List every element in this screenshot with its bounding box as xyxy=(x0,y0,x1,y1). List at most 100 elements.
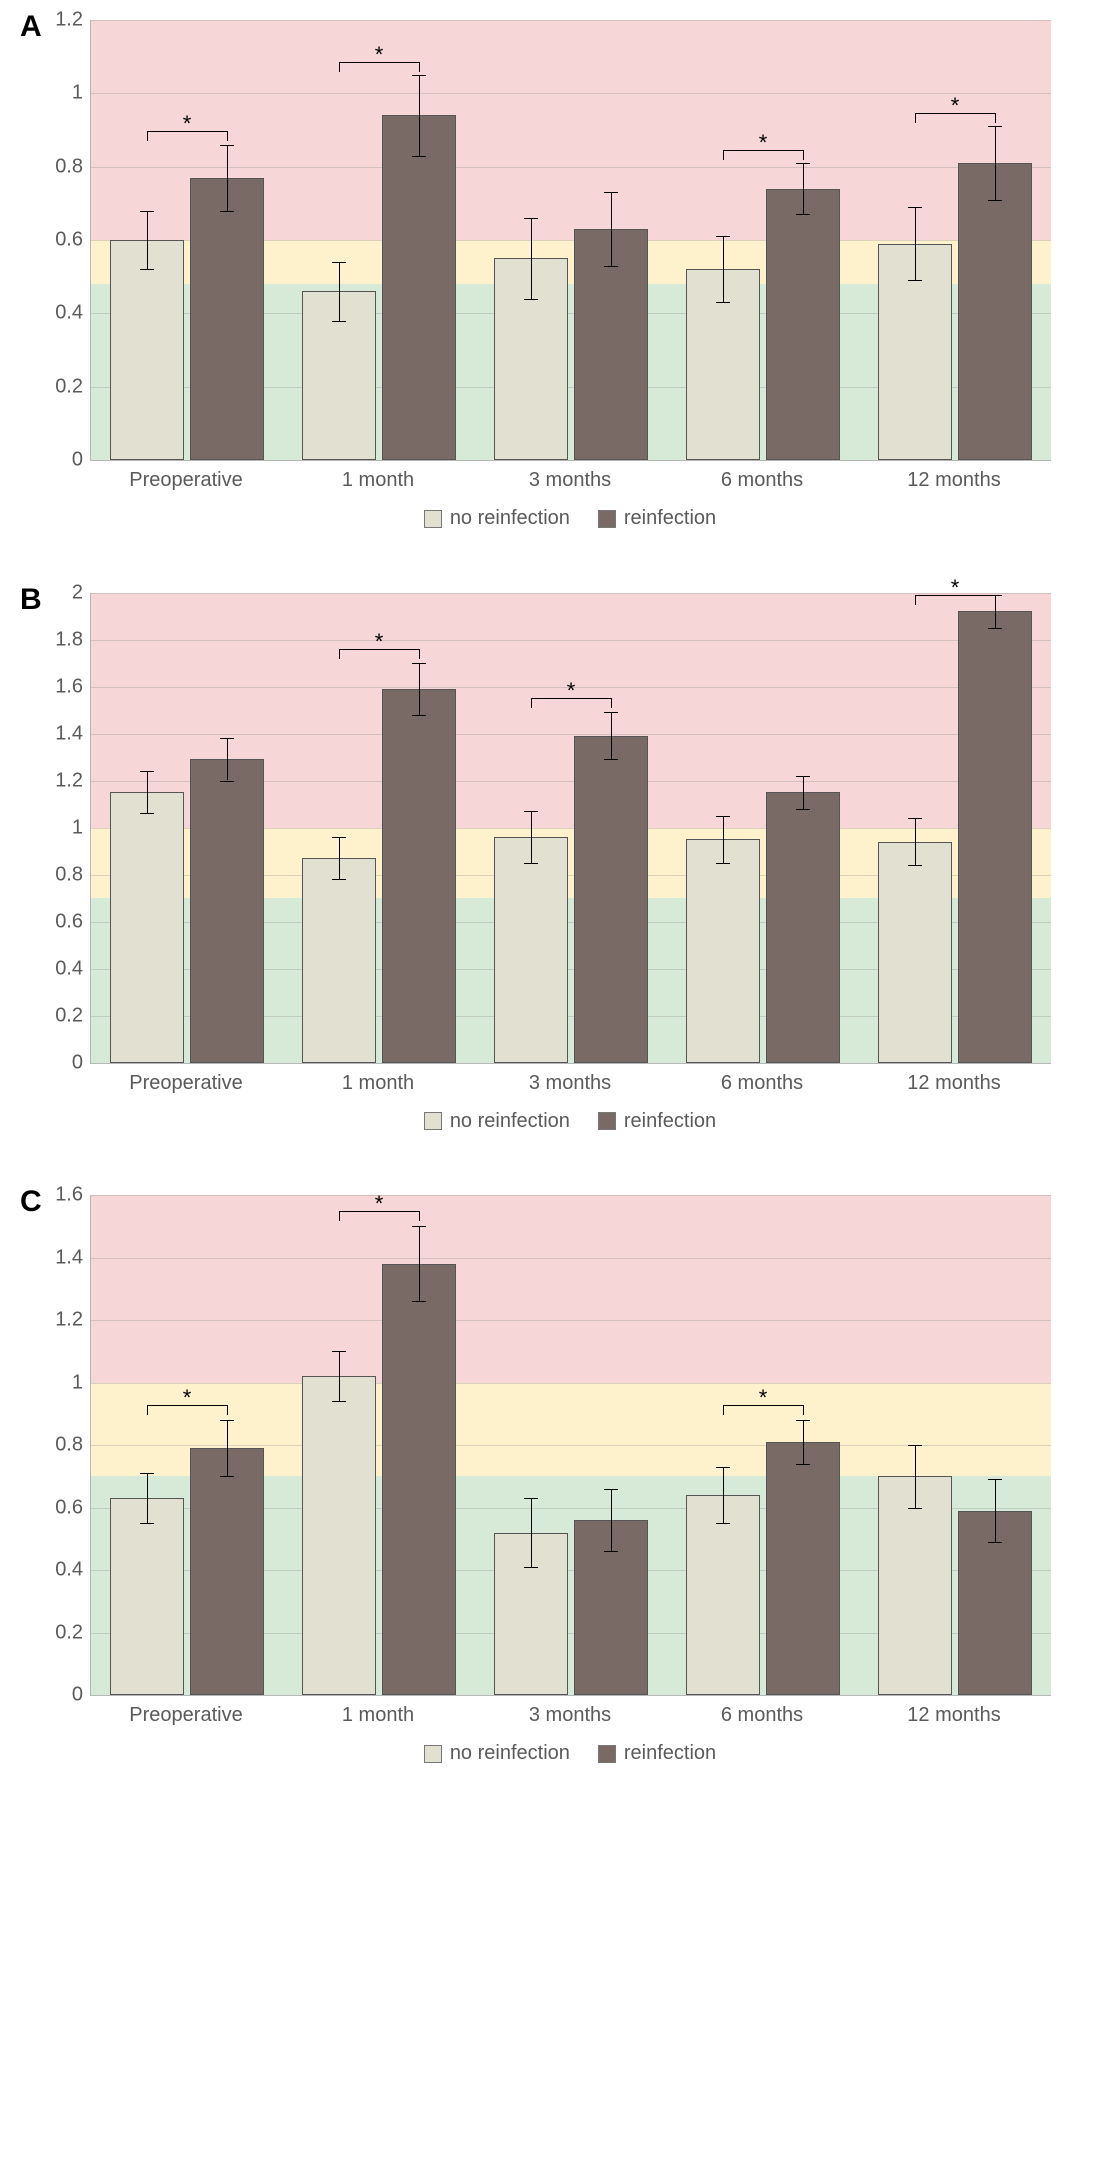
error-cap xyxy=(988,1479,1002,1480)
error-cap xyxy=(716,816,730,817)
legend: no reinfection reinfection xyxy=(90,1742,1050,1768)
error-cap xyxy=(524,811,538,812)
error-cap xyxy=(140,771,154,772)
x-tick-label: 3 months xyxy=(529,469,611,492)
bar-no_reinfection xyxy=(878,842,952,1063)
error-cap xyxy=(604,1551,618,1552)
significance-star: * xyxy=(567,680,576,702)
legend-label: reinfection xyxy=(624,1742,716,1765)
significance-bracket-tick xyxy=(995,595,996,605)
chart-wrap: 00.20.40.60.811.2****Preoperative1 month… xyxy=(90,20,1050,533)
y-tick-label: 1 xyxy=(72,1371,83,1394)
error-bar xyxy=(147,1473,148,1523)
bar-no_reinfection xyxy=(878,1476,952,1695)
significance-bracket-tick xyxy=(803,150,804,160)
y-tick-label: 1.2 xyxy=(55,1309,83,1332)
error-bar xyxy=(803,163,804,214)
error-cap xyxy=(332,1401,346,1402)
x-tick-label: 1 month xyxy=(342,1704,414,1727)
bar-reinfection xyxy=(382,1264,456,1695)
error-bar xyxy=(611,1489,612,1552)
significance-star: * xyxy=(375,631,384,653)
error-cap xyxy=(524,299,538,300)
error-cap xyxy=(140,1473,154,1474)
figure: A00.20.40.60.811.2****Preoperative1 mont… xyxy=(0,0,1094,1858)
error-bar xyxy=(227,145,228,211)
legend: no reinfection reinfection xyxy=(90,507,1050,533)
error-cap xyxy=(140,1523,154,1524)
panel-C: C00.20.40.60.811.21.41.6***Preoperative1… xyxy=(30,1195,1064,1768)
x-tick-label: Preoperative xyxy=(129,469,242,492)
significance-star: * xyxy=(951,577,960,599)
bar-reinfection xyxy=(766,1442,840,1695)
legend-item-no_reinfection: no reinfection xyxy=(424,1742,570,1765)
bar-group xyxy=(91,20,283,460)
error-cap xyxy=(988,126,1002,127)
error-bar xyxy=(531,218,532,299)
significance-bracket-tick xyxy=(419,1211,420,1221)
bar-group xyxy=(91,593,283,1063)
plot-area: 00.20.40.60.811.21.41.61.82*** xyxy=(90,593,1051,1064)
legend-swatch xyxy=(424,510,442,528)
error-cap xyxy=(908,207,922,208)
x-tick-label: 3 months xyxy=(529,1072,611,1095)
panel-B: B00.20.40.60.811.21.41.61.82***Preoperat… xyxy=(30,593,1064,1136)
y-tick-label: 0.2 xyxy=(55,1004,83,1027)
bar-group xyxy=(475,1195,667,1695)
significance-star: * xyxy=(183,1387,192,1409)
y-tick-label: 1.6 xyxy=(55,675,83,698)
bar-group xyxy=(667,593,859,1063)
error-cap xyxy=(604,266,618,267)
error-cap xyxy=(988,628,1002,629)
bar-no_reinfection xyxy=(110,240,184,460)
y-tick-label: 1 xyxy=(72,816,83,839)
y-tick-label: 1.4 xyxy=(55,1246,83,1269)
error-bar xyxy=(995,1479,996,1542)
y-tick-label: 1.6 xyxy=(55,1184,83,1207)
significance-star: * xyxy=(375,44,384,66)
x-tick-label: 6 months xyxy=(721,1072,803,1095)
error-cap xyxy=(140,269,154,270)
error-cap xyxy=(524,1498,538,1499)
x-tick-label: Preoperative xyxy=(129,1704,242,1727)
error-bar xyxy=(611,192,612,265)
y-tick-label: 1.8 xyxy=(55,628,83,651)
plot-area: 00.20.40.60.811.2**** xyxy=(90,20,1051,461)
bar-no_reinfection xyxy=(110,1498,184,1695)
error-bar xyxy=(339,1351,340,1401)
bar-reinfection xyxy=(958,163,1032,460)
error-cap xyxy=(908,1508,922,1509)
legend-item-no_reinfection: no reinfection xyxy=(424,507,570,530)
error-cap xyxy=(332,262,346,263)
error-bar xyxy=(419,1226,420,1301)
bar-no_reinfection xyxy=(686,1495,760,1695)
significance-bracket-tick xyxy=(419,649,420,659)
error-cap xyxy=(332,837,346,838)
x-tick-label: 12 months xyxy=(907,1704,1000,1727)
y-tick-label: 0.6 xyxy=(55,229,83,252)
y-tick-label: 0 xyxy=(72,449,83,472)
x-tick-label: 6 months xyxy=(721,469,803,492)
error-bar xyxy=(531,811,532,863)
bar-group xyxy=(283,593,475,1063)
panel-label: B xyxy=(20,583,42,617)
legend-swatch xyxy=(424,1112,442,1130)
bar-reinfection xyxy=(190,1448,264,1695)
error-cap xyxy=(988,1542,1002,1543)
bar-reinfection xyxy=(766,189,840,460)
legend-item-reinfection: reinfection xyxy=(598,507,716,530)
plot-area: 00.20.40.60.811.21.41.6*** xyxy=(90,1195,1051,1696)
bar-group xyxy=(859,593,1051,1063)
bar-no_reinfection xyxy=(686,839,760,1062)
significance-star: * xyxy=(375,1193,384,1215)
y-tick-label: 0.4 xyxy=(55,957,83,980)
error-cap xyxy=(524,1567,538,1568)
error-cap xyxy=(796,1420,810,1421)
error-cap xyxy=(908,1445,922,1446)
legend-item-reinfection: reinfection xyxy=(598,1742,716,1765)
y-tick-label: 1.2 xyxy=(55,769,83,792)
x-axis: Preoperative1 month3 months6 months12 mo… xyxy=(90,1064,1050,1104)
x-tick-label: 12 months xyxy=(907,1072,1000,1095)
bar-group xyxy=(859,20,1051,460)
chart-wrap: 00.20.40.60.811.21.41.61.82***Preoperati… xyxy=(90,593,1050,1136)
